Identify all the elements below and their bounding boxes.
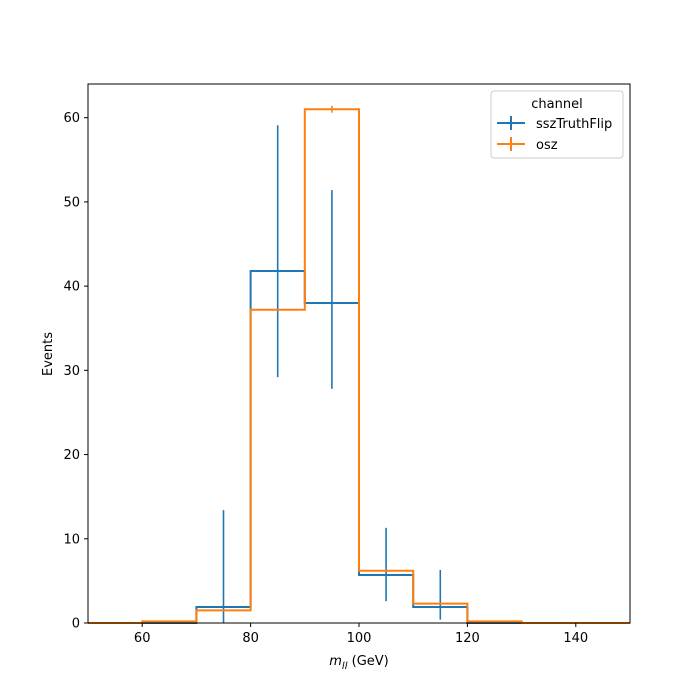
series-line-osz [88, 108, 630, 624]
x-axis-label-subscript: ll [342, 661, 348, 672]
y-tick-label: 60 [63, 111, 80, 126]
y-tick-label: 20 [63, 448, 80, 463]
legend-label: osz [536, 138, 558, 153]
legend: channel sszTruthFlip osz [490, 90, 624, 159]
x-tick-label: 140 [563, 631, 588, 646]
y-tick-label: 30 [63, 364, 80, 379]
y-tick-label: 0 [72, 617, 80, 632]
x-tick-label: 60 [134, 631, 151, 646]
y-tick-label: 50 [63, 195, 80, 210]
legend-item-ssztruthflip: sszTruthFlip [497, 116, 612, 132]
axis-ticks: 60 80 100 120 140 0 10 20 30 40 50 60 [63, 111, 588, 646]
x-tick-label: 80 [242, 631, 259, 646]
x-tick-label: 120 [455, 631, 480, 646]
legend-item-osz: osz [497, 137, 558, 153]
x-axis-label-unit: (GeV) [347, 654, 388, 669]
legend-box [490, 90, 624, 159]
x-axis-label-symbol: m [329, 654, 342, 669]
legend-items: sszTruthFlip osz [497, 116, 612, 153]
x-tick-label: 100 [347, 631, 372, 646]
y-axis-label: Events [41, 332, 56, 376]
legend-label: sszTruthFlip [536, 117, 612, 132]
legend-title: channel [531, 97, 582, 112]
y-tick-label: 40 [63, 280, 80, 295]
y-tick-label: 10 [63, 532, 80, 547]
x-axis-label: mll (GeV) [329, 654, 388, 672]
